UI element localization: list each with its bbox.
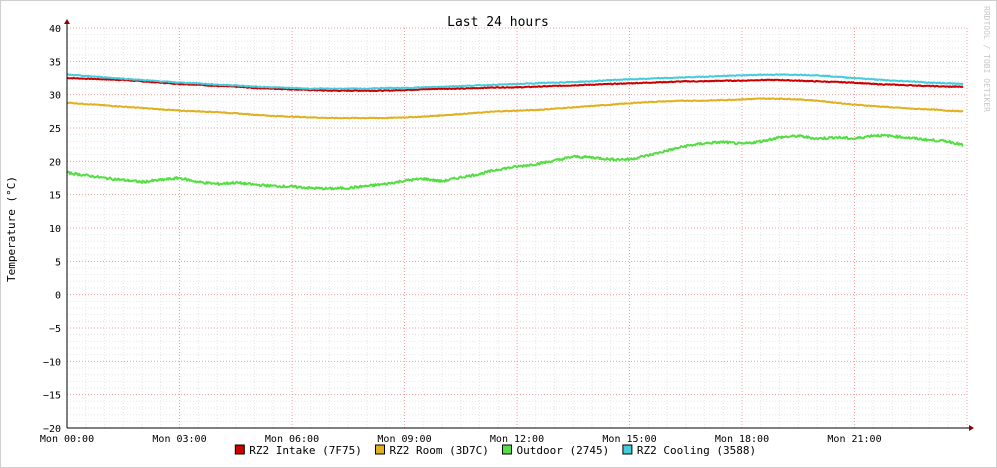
y-tick-label: 10 [49, 224, 61, 235]
y-tick-label: 15 [49, 191, 61, 202]
x-tick-label: Mon 03:00 [152, 434, 206, 445]
y-tick-label: −5 [49, 324, 61, 335]
x-tick-label: Mon 09:00 [377, 434, 431, 445]
y-tick-label: 20 [49, 157, 61, 168]
x-tick-label: Mon 00:00 [40, 434, 94, 445]
x-tick-label: Mon 12:00 [490, 434, 544, 445]
y-tick-label: 40 [49, 24, 61, 35]
y-tick-label: 35 [49, 57, 61, 68]
legend-label: Outdoor (2745) [517, 444, 610, 457]
x-tick-label: Mon 06:00 [265, 434, 319, 445]
x-axis-arrow [969, 425, 974, 431]
rrdtool-watermark: RRDTOOL / TOBI OETIKER [982, 6, 991, 112]
legend-label: RZ2 Cooling (3588) [637, 444, 756, 457]
y-tick-label: 5 [55, 257, 61, 268]
y-tick-label: −15 [43, 391, 61, 402]
y-tick-labels: −20 −15 −10 −5 0 5 10 15 20 25 30 35 40 [43, 24, 61, 435]
legend-label: RZ2 Room (3D7C) [390, 444, 489, 457]
x-tick-label: Mon 18:00 [715, 434, 769, 445]
chart-title: Last 24 hours [447, 15, 549, 30]
x-tick-label: Mon 15:00 [602, 434, 656, 445]
y-tick-label: 25 [49, 124, 61, 135]
legend-swatch [234, 444, 245, 455]
legend-label: RZ2 Intake (7F75) [249, 444, 362, 457]
series-line [66, 133, 964, 191]
legend-swatch [502, 444, 512, 455]
legend: RZ2 Intake (7F75) RZ2 Room (3D7C) Outdoor … [234, 444, 756, 457]
legend-swatch [375, 444, 385, 455]
y-axis-label: Temperature (°C) [5, 176, 18, 282]
series-lines [66, 73, 964, 191]
y-tick-label: 0 [55, 291, 61, 302]
x-tick-labels: Mon 00:00 Mon 03:00 Mon 06:00 Mon 09:00 Mon … [40, 434, 882, 445]
y-axis-arrow [64, 19, 70, 24]
x-tick-label: Mon 21:00 [827, 434, 881, 445]
series-line [66, 73, 964, 90]
legend-swatch [622, 444, 633, 455]
series-line [66, 76, 964, 93]
y-tick-label: −10 [43, 357, 61, 368]
grid-lines [66, 27, 968, 429]
y-tick-label: 30 [49, 91, 61, 102]
series-line [66, 97, 964, 120]
axes [64, 19, 974, 431]
y-tick-label: −20 [43, 424, 61, 435]
